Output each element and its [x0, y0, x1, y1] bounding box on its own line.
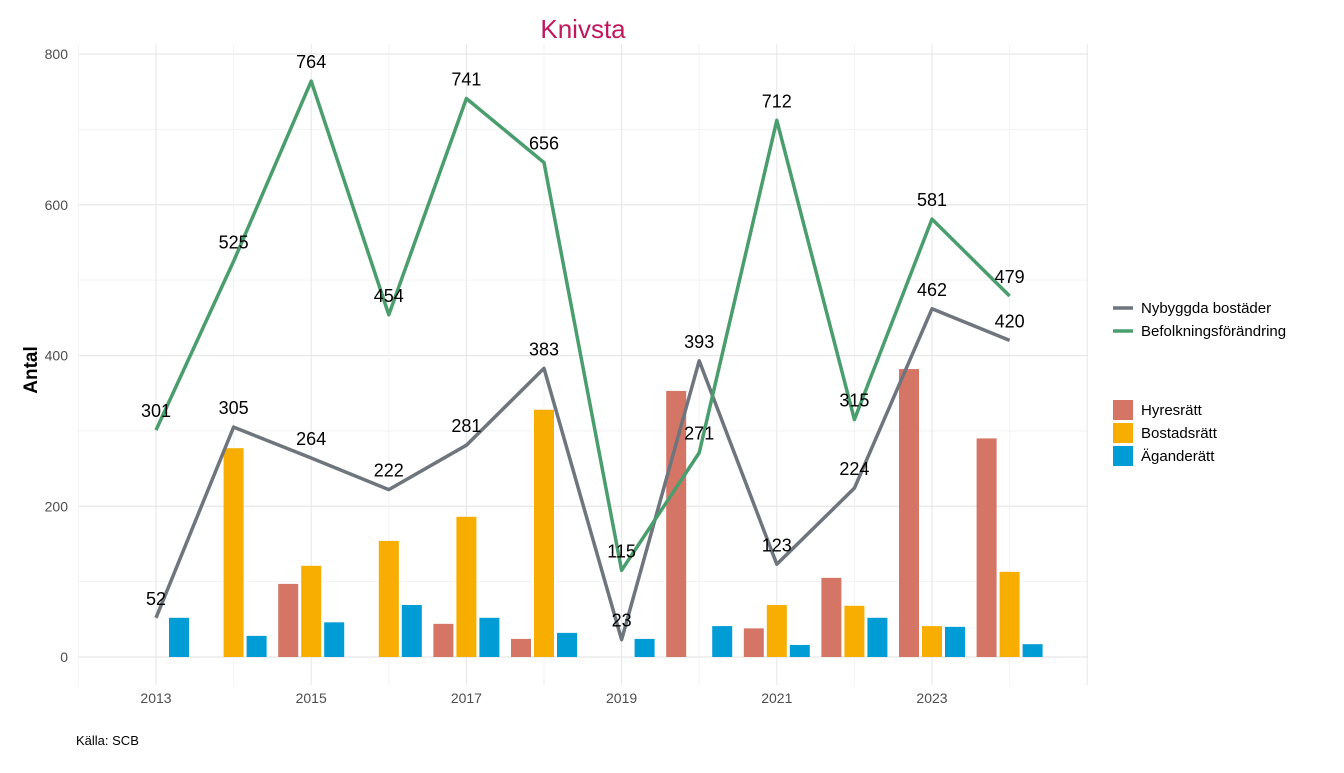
bar-äganderätt [479, 617, 500, 657]
point-label: 301 [141, 401, 171, 421]
bar-äganderätt [1022, 644, 1043, 657]
axes: 0 200 400 600 800 2013 2015 2017 2019 2021 2023 [45, 46, 948, 706]
caption: Källa: SCB [76, 733, 139, 748]
x-tick-label: 2015 [296, 690, 327, 706]
bar-äganderätt [401, 604, 422, 657]
point-label: 764 [296, 52, 326, 72]
bar-hyresrätt [899, 369, 919, 657]
legend-bar-swatch [1113, 400, 1133, 420]
bar-bostadsrätt [456, 516, 477, 657]
point-label: 479 [995, 267, 1025, 287]
bar-hyresrätt [976, 438, 997, 657]
point-label: 383 [529, 339, 559, 359]
y-tick-label: 800 [45, 46, 69, 62]
point-label: 115 [607, 541, 636, 561]
bar-bostadsrätt [378, 540, 399, 657]
x-tick-label: 2023 [916, 690, 947, 706]
point-label: 23 [612, 611, 632, 631]
legend-label: Bostadsrätt [1141, 425, 1218, 442]
bar-äganderätt [169, 617, 189, 657]
y-tick-label: 400 [45, 348, 69, 364]
bar-äganderätt [789, 644, 810, 657]
line-series-0 [154, 307, 1011, 642]
point-label: 52 [146, 589, 166, 609]
chart-title: Knivsta [540, 14, 626, 44]
point-label: 224 [839, 459, 869, 479]
bar-bostadsrätt [999, 571, 1020, 657]
x-tick-label: 2019 [606, 690, 637, 706]
bar-äganderätt [557, 632, 577, 657]
line-series-1 [154, 79, 1011, 573]
bar-äganderätt [324, 622, 345, 657]
y-tick-label: 0 [60, 649, 68, 665]
bar-bostadsrätt [766, 604, 787, 657]
bar-hyresrätt [511, 638, 531, 657]
x-tick-label: 2017 [451, 690, 482, 706]
point-label: 305 [219, 398, 249, 418]
bar-hyresrätt [821, 577, 842, 657]
point-label: 581 [917, 190, 947, 210]
bar-bostadsrätt [922, 626, 942, 657]
y-axis-label: Antal [21, 346, 42, 394]
legend-bar-swatch [1113, 423, 1133, 443]
x-tick-label: 2013 [140, 690, 171, 706]
legend: Nybyggda bostäder Befolkningsförändring Hy… [1113, 300, 1286, 466]
lines [154, 79, 1011, 642]
bar-äganderätt [246, 635, 267, 657]
y-tick-label: 200 [45, 498, 69, 514]
legend-bar-swatch [1113, 446, 1133, 466]
point-label: 462 [917, 280, 947, 300]
bar-hyresrätt [278, 583, 299, 657]
point-label: 264 [296, 429, 326, 449]
bars [169, 369, 1043, 657]
bar-hyresrätt [743, 628, 764, 657]
bar-äganderätt [634, 638, 655, 657]
bar-bostadsrätt [223, 448, 244, 657]
legend-label: Äganderätt [1141, 448, 1215, 465]
point-label: 712 [762, 91, 792, 111]
y-tick-label: 600 [45, 197, 69, 213]
point-label: 315 [839, 391, 869, 411]
point-label: 741 [451, 69, 481, 89]
bar-äganderätt [712, 626, 733, 657]
point-label: 454 [374, 286, 404, 306]
point-label: 281 [451, 416, 481, 436]
data-labels: 52 305 264 222 281 383 23 393 123 224 462 420 301 525… [141, 52, 1025, 631]
x-tick-label: 2021 [761, 690, 792, 706]
legend-label: Hyresrätt [1141, 402, 1203, 419]
legend-label: Befolkningsförändring [1141, 323, 1286, 340]
bar-bostadsrätt [844, 605, 865, 657]
bar-bostadsrätt [534, 409, 554, 657]
bar-äganderätt [867, 617, 888, 657]
bar-äganderätt [945, 626, 965, 657]
point-label: 420 [995, 311, 1025, 331]
point-label: 222 [374, 461, 404, 481]
point-label: 271 [684, 424, 714, 444]
bar-bostadsrätt [301, 565, 322, 657]
point-label: 525 [219, 232, 249, 252]
point-label: 656 [529, 134, 559, 154]
legend-label: Nybyggda bostäder [1141, 300, 1271, 317]
point-label: 123 [762, 535, 792, 555]
point-label: 393 [684, 332, 714, 352]
bar-hyresrätt [433, 623, 454, 657]
